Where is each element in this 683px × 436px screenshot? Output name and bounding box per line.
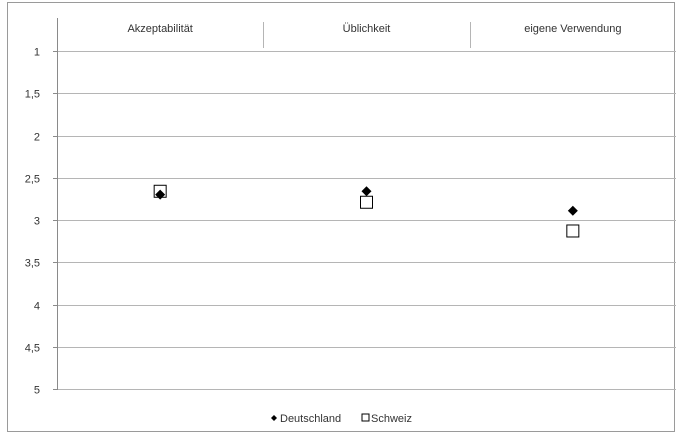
y-tick-label: 5 [34, 385, 40, 397]
y-tick-label: 1,5 [25, 89, 40, 101]
y-tick-label: 3 [34, 216, 40, 228]
legend-label: Deutschland [280, 413, 341, 425]
y-tick-label: 3,5 [25, 258, 40, 270]
category-layer: Akzeptabilität Üblichkeit eigene Verwendun… [127, 22, 621, 48]
category-label: eigene Verwendung [524, 23, 621, 35]
category-label: Akzeptabilität [127, 23, 192, 35]
category-label: Üblichkeit [343, 23, 391, 35]
legend: Deutschland Schweiz [271, 413, 412, 425]
legend-marker-schweiz [361, 413, 370, 422]
points-layer [153, 184, 580, 238]
axis-layer: 1 1,5 2 2,5 3 3,5 4 4,5 5 [25, 18, 58, 397]
y-tick-label: 2 [34, 132, 40, 144]
grid-layer [57, 51, 676, 390]
data-point-deutschland [567, 205, 578, 216]
data-point-deutschland [361, 186, 372, 197]
data-point-schweiz [566, 224, 580, 238]
data-point-schweiz [360, 195, 373, 209]
data-point-deutschland [155, 189, 166, 200]
legend-marker-deutschland [271, 415, 277, 421]
legend-label: Schweiz [371, 413, 412, 425]
y-tick-label: 1 [34, 47, 40, 59]
y-tick-label: 4 [34, 301, 40, 313]
y-tick-label: 2,5 [25, 174, 40, 186]
chart-frame [7, 2, 675, 432]
y-tick-label: 4,5 [25, 343, 40, 355]
